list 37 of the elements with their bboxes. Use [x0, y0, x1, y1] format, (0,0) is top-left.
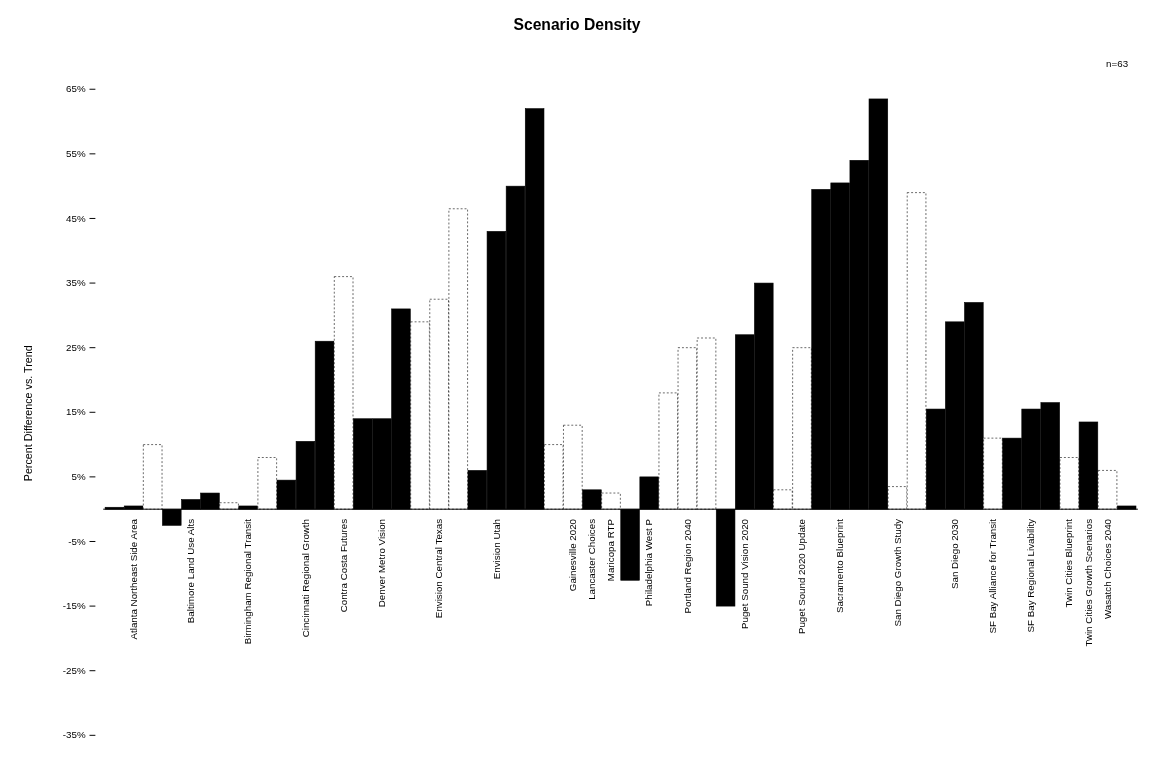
- x-tick-label: Envision Utah: [490, 518, 502, 580]
- x-tick-label: Cincinnati Regional Growth: [299, 518, 311, 638]
- y-tick-label: 25%: [66, 341, 86, 353]
- x-tick-label: Baltimore Land Use Alts: [185, 518, 197, 624]
- x-tick-label: Atlanta Northeast Side Area: [127, 518, 139, 640]
- y-tick-label: 65%: [66, 83, 86, 95]
- x-tick-label: Twin Cities Blueprint: [1063, 518, 1075, 608]
- y-tick-label: 5%: [71, 471, 86, 483]
- x-tick-label: Twin Cities Growth Scenarios: [1082, 518, 1094, 647]
- x-tick-label: Puget Sound Vision 2020: [738, 518, 750, 630]
- y-axis-title: Percent Difference vs. Trend: [21, 345, 34, 482]
- y-tick-label: 15%: [66, 406, 86, 418]
- y-tick-label: 55%: [66, 147, 86, 159]
- x-tick-label: Gainesville 2020: [566, 518, 578, 592]
- x-tick-label: Wasatch Choices 2040: [1101, 518, 1113, 620]
- x-tick-label: Contra Costa Futures: [337, 518, 349, 613]
- x-tick-label: Sacramento Blueprint: [834, 518, 846, 613]
- y-tick-label: 45%: [66, 212, 86, 224]
- y-tick-label: 35%: [66, 277, 86, 289]
- x-tick-label: San Diego Growth Study: [891, 518, 903, 627]
- y-tick-label: -25%: [62, 664, 86, 676]
- x-tick-label: SF Bay Alliance for Transit: [987, 518, 999, 634]
- x-tick-label: Lancaster Choices: [586, 518, 598, 600]
- text: n=63: [1106, 57, 1129, 69]
- x-tick-label: Philadelphia West P: [643, 518, 655, 607]
- x-tick-label: Denver Metro Vision: [375, 518, 387, 608]
- chart-title: Scenario Density: [513, 15, 641, 33]
- x-tick-label: San Diego 2030: [948, 518, 960, 590]
- x-tick-label: Maricopa RTP: [605, 518, 617, 582]
- x-tick-label: Puget Sound 2020 Update: [796, 518, 808, 635]
- y-tick-label: -15%: [62, 600, 86, 612]
- x-tick-label: Envision Central Texas: [433, 518, 445, 619]
- x-tick-label: Portland Region 2040: [681, 518, 693, 614]
- x-tick-label: Birmingham Regional Transit: [242, 518, 254, 645]
- y-tick-label: -35%: [62, 729, 86, 741]
- x-tick-label: SF Bay Regional Livability: [1025, 518, 1037, 633]
- y-tick-label: -5%: [68, 535, 86, 547]
